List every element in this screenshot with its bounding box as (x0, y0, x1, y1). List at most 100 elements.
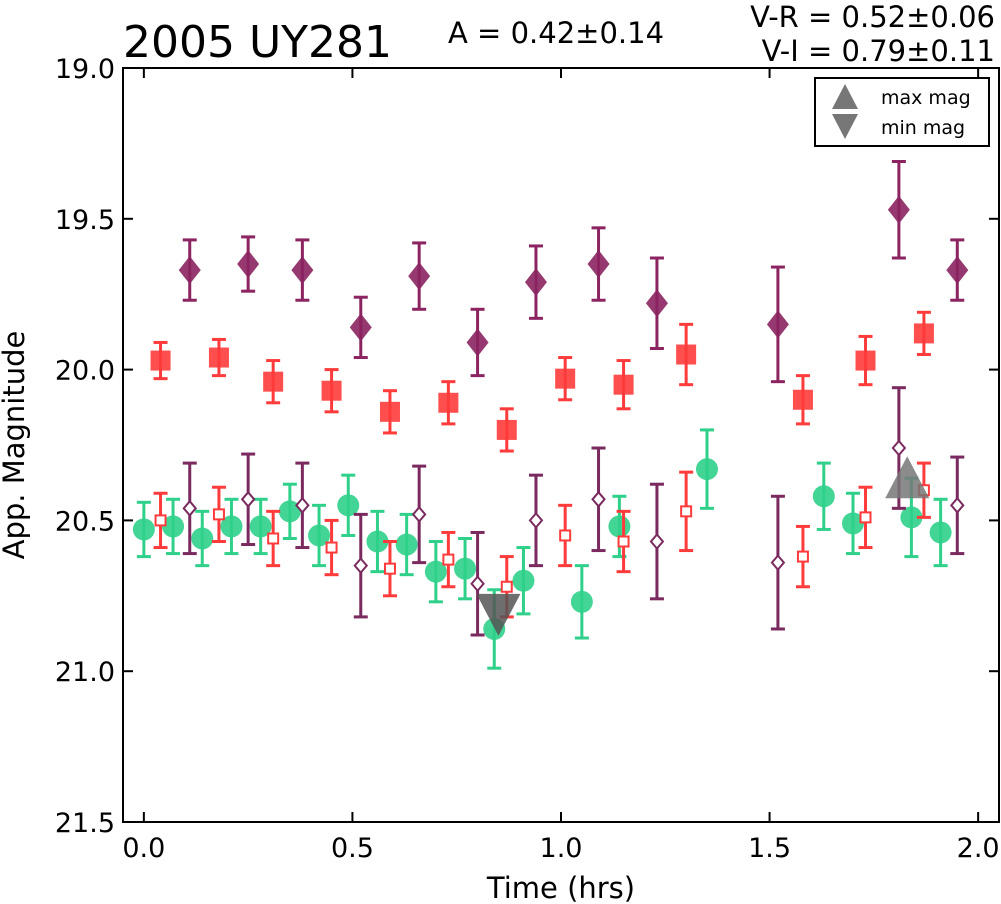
data-point-diamond (178, 256, 201, 285)
data-point-circle (608, 515, 631, 538)
data-point-square (379, 401, 400, 422)
legend-min-mag-label: min mag (881, 117, 965, 139)
data-point-square (263, 371, 284, 392)
data-point-diamond (887, 195, 910, 224)
chart-title: 2005 UY281 (123, 17, 392, 68)
data-point-square (676, 344, 697, 365)
x-tick-label: 1.5 (748, 833, 791, 864)
legend-min-mag-marker (832, 114, 858, 139)
plot-marks (132, 159, 969, 670)
data-point-circle (366, 530, 389, 553)
data-point-open-diamond (649, 532, 665, 551)
data-point-circle (395, 533, 418, 556)
series-square-open (153, 461, 931, 619)
color-index-vr: V-R = 0.52±0.06 (750, 0, 995, 34)
data-point-circle (337, 494, 360, 517)
data-point-open-square (212, 508, 225, 521)
data-point-square (321, 380, 342, 401)
data-point-open-square (680, 505, 693, 518)
data-point-diamond (766, 310, 789, 339)
axis-ticks: 0.0 0.5 1.0 1.5 2.0 19.0 19.5 20.0 20.5 21.0 21.5 (55, 54, 1000, 864)
data-point-diamond (237, 250, 260, 279)
data-point-open-diamond (891, 439, 907, 457)
data-point-open-square (154, 514, 167, 527)
data-point-diamond (466, 328, 489, 357)
data-point-open-diamond (182, 499, 198, 517)
data-point-square (613, 374, 634, 395)
legend-max-mag-marker (832, 84, 858, 109)
data-point-open-square (442, 553, 455, 566)
data-point-open-diamond (411, 505, 427, 523)
data-point-open-diamond (240, 490, 256, 508)
data-point-open-square (859, 511, 872, 524)
y-tick-label: 19.5 (55, 205, 115, 236)
data-point-circle (132, 518, 155, 541)
series-square-filled (150, 310, 934, 453)
x-axis-label: Time (hrs) (486, 871, 635, 904)
data-point-open-square (617, 535, 630, 548)
data-point-open-square (383, 562, 396, 575)
data-point-open-square (559, 529, 572, 542)
data-point-open-diamond (353, 557, 369, 575)
data-point-circle (249, 515, 272, 538)
data-point-square (855, 350, 876, 371)
y-axis-label: App. Magnitude (0, 331, 31, 560)
series-circle-filled (132, 428, 952, 670)
data-point-square (792, 389, 813, 410)
data-point-diamond (349, 313, 372, 342)
data-point-circle (424, 560, 447, 583)
data-point-circle (570, 590, 593, 613)
data-point-square (496, 419, 517, 440)
data-point-circle (696, 458, 718, 481)
series-diamond-open (182, 386, 965, 637)
data-point-square (150, 350, 171, 371)
x-tick-label: 0.5 (331, 833, 374, 864)
legend-max-mag-label: max mag (881, 87, 971, 109)
data-point-circle (842, 512, 864, 535)
y-tick-label: 20.5 (55, 506, 115, 537)
data-point-diamond (408, 262, 431, 291)
max-mag-marker (885, 456, 930, 499)
x-tick-label: 1.0 (540, 833, 583, 864)
data-point-square (208, 347, 229, 368)
color-index-vi: V-I = 0.79±0.11 (762, 34, 995, 68)
data-point-circle (191, 527, 214, 550)
data-point-diamond (291, 256, 314, 285)
data-point-open-diamond (770, 554, 786, 572)
y-tick-label: 21.0 (55, 657, 115, 688)
amplitude-label: A = 0.42±0.14 (448, 16, 664, 50)
series-diamond-filled (178, 159, 969, 384)
data-point-diamond (645, 289, 668, 318)
data-point-diamond (587, 250, 610, 279)
data-point-circle (929, 521, 952, 544)
data-point-circle (220, 515, 243, 538)
data-point-open-diamond (591, 490, 606, 508)
data-point-square (438, 392, 459, 413)
data-point-diamond (946, 256, 969, 285)
x-tick-label: 0.0 (122, 833, 165, 864)
plot-frame (122, 67, 1000, 823)
data-point-open-square (796, 550, 809, 563)
data-point-diamond (524, 268, 547, 297)
data-point-circle (278, 500, 301, 523)
x-tick-label: 2.0 (957, 833, 1000, 864)
data-point-circle (162, 515, 185, 538)
data-point-square (913, 323, 934, 344)
y-tick-label: 19.0 (55, 54, 115, 85)
data-point-circle (512, 569, 535, 592)
y-tick-label: 20.0 (55, 356, 115, 387)
data-point-open-square (325, 541, 338, 554)
data-point-circle (812, 485, 835, 508)
min-mag-marker (476, 593, 521, 636)
data-point-circle (900, 506, 923, 529)
data-point-open-square (267, 532, 280, 545)
y-tick-label: 21.5 (55, 808, 115, 839)
data-point-square (555, 368, 576, 389)
data-point-circle (308, 524, 331, 547)
data-point-open-diamond (949, 496, 965, 514)
legend: max mag min mag (814, 77, 990, 147)
data-point-open-diamond (295, 496, 310, 514)
data-point-circle (454, 557, 477, 580)
data-point-open-diamond (528, 511, 544, 529)
